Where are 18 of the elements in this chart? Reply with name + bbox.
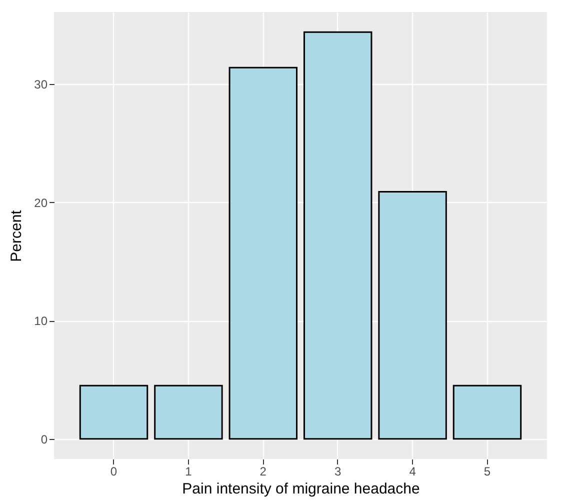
x-tick-label: 5 bbox=[484, 464, 491, 478]
y-tick-label: 30 bbox=[34, 78, 48, 92]
x-tick-label: 1 bbox=[185, 464, 192, 478]
bar bbox=[303, 31, 372, 440]
x-tick-label: 2 bbox=[260, 464, 267, 478]
x-tick-label: 0 bbox=[110, 464, 118, 478]
bar bbox=[228, 66, 298, 440]
bar bbox=[452, 384, 522, 440]
bar bbox=[79, 384, 148, 440]
x-tick-label: 4 bbox=[409, 464, 416, 478]
y-tick-label: 10 bbox=[34, 314, 48, 328]
bar bbox=[154, 384, 223, 440]
x-tick-label: 3 bbox=[334, 464, 342, 478]
x-axis-title: Pain intensity of migraine headache bbox=[182, 480, 420, 498]
y-tick-label: 20 bbox=[34, 196, 48, 210]
bar bbox=[378, 190, 447, 440]
y-tick-label: 0 bbox=[40, 432, 48, 446]
y-axis-title: Percent bbox=[8, 209, 26, 262]
